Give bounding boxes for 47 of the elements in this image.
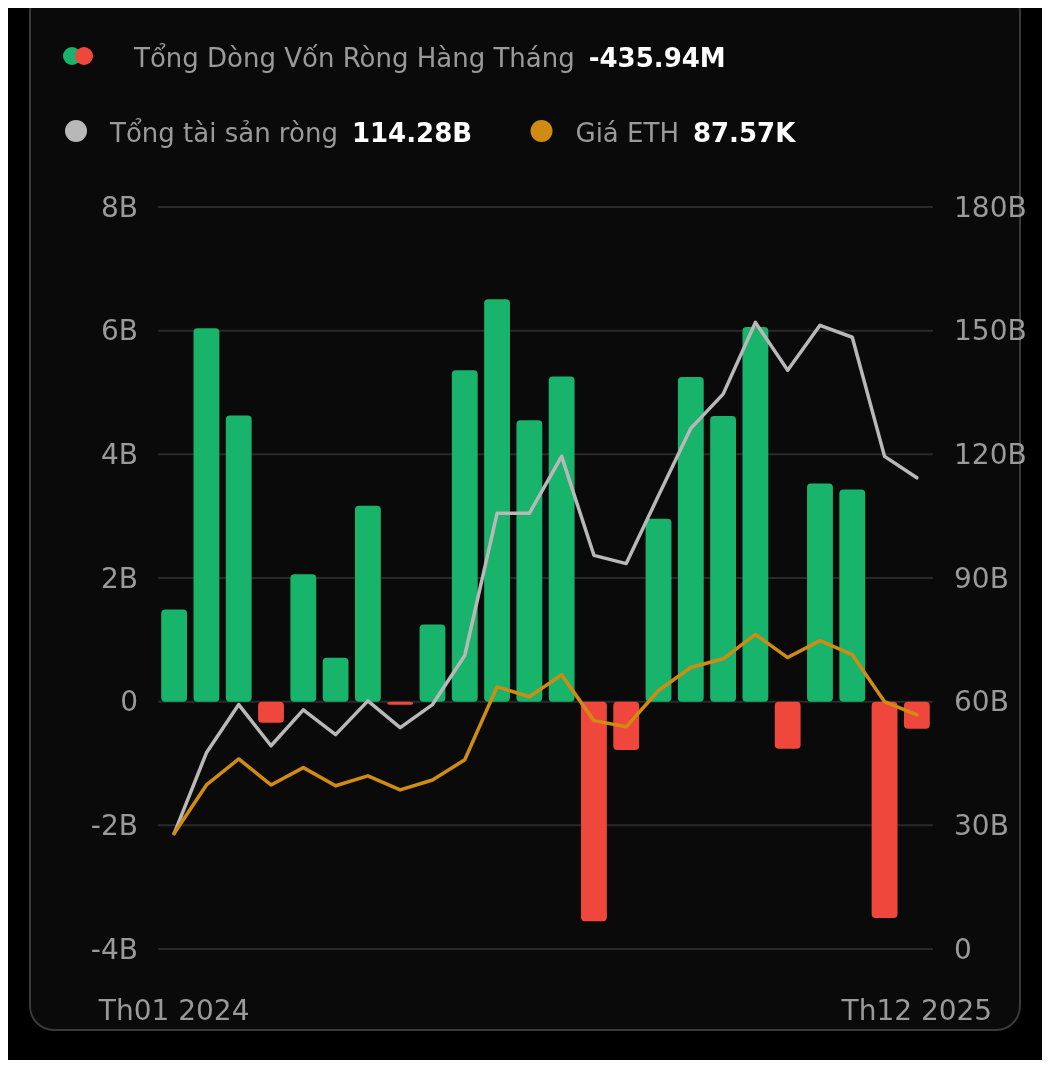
text: 87.57K (692, 118, 797, 148)
bar (807, 483, 833, 702)
bar (871, 701, 898, 919)
y-tick-label: 6B (100, 314, 138, 348)
bar (645, 518, 672, 702)
bar (516, 420, 543, 702)
bar (581, 701, 607, 922)
bar (161, 609, 188, 702)
bar (419, 624, 446, 702)
legend-label: Giá ETH (575, 118, 679, 148)
bar (710, 416, 737, 702)
legend-label: Tổng tài sản ròng (110, 118, 338, 148)
y2-tick-label: 90B (954, 561, 1009, 595)
bar (225, 415, 252, 702)
line-series (172, 632, 919, 836)
bar (677, 377, 704, 702)
y2-tick-label: 180B (954, 190, 1027, 224)
bar (742, 326, 769, 702)
text: -435.94M (588, 43, 726, 73)
y-tick-label: -4B (90, 932, 138, 966)
y2-tick-label: 150B (954, 314, 1027, 348)
y-tick-label: 2B (100, 561, 138, 595)
bar (613, 701, 640, 750)
y-tick-label: -2B (90, 809, 138, 843)
bar (290, 574, 317, 702)
bar (484, 299, 510, 702)
bar (774, 701, 801, 749)
bar (258, 701, 284, 723)
y2-tick-label: 60B (954, 685, 1009, 719)
x-tick-label: Th12 2025 (840, 994, 993, 1027)
text: 114.28B (351, 118, 473, 148)
x-tick-label: Th01 2024 (97, 994, 250, 1027)
y2-tick-label: 120B (954, 438, 1027, 472)
bar (451, 370, 478, 702)
y-tick-label: 4B (100, 438, 138, 472)
bar (322, 657, 349, 702)
legend-label: Tổng Dòng Vốn Ròng Hàng Tháng (134, 43, 575, 73)
y2-tick-label: 0 (954, 932, 972, 966)
bar (903, 701, 930, 729)
y-tick-label: 8B (100, 190, 138, 224)
bar (839, 489, 866, 702)
bar (354, 505, 381, 702)
bar (548, 376, 575, 702)
bar (387, 701, 414, 705)
bar (193, 328, 220, 702)
y-tick-label: 0 (120, 685, 138, 719)
y2-tick-label: 30B (954, 809, 1009, 843)
